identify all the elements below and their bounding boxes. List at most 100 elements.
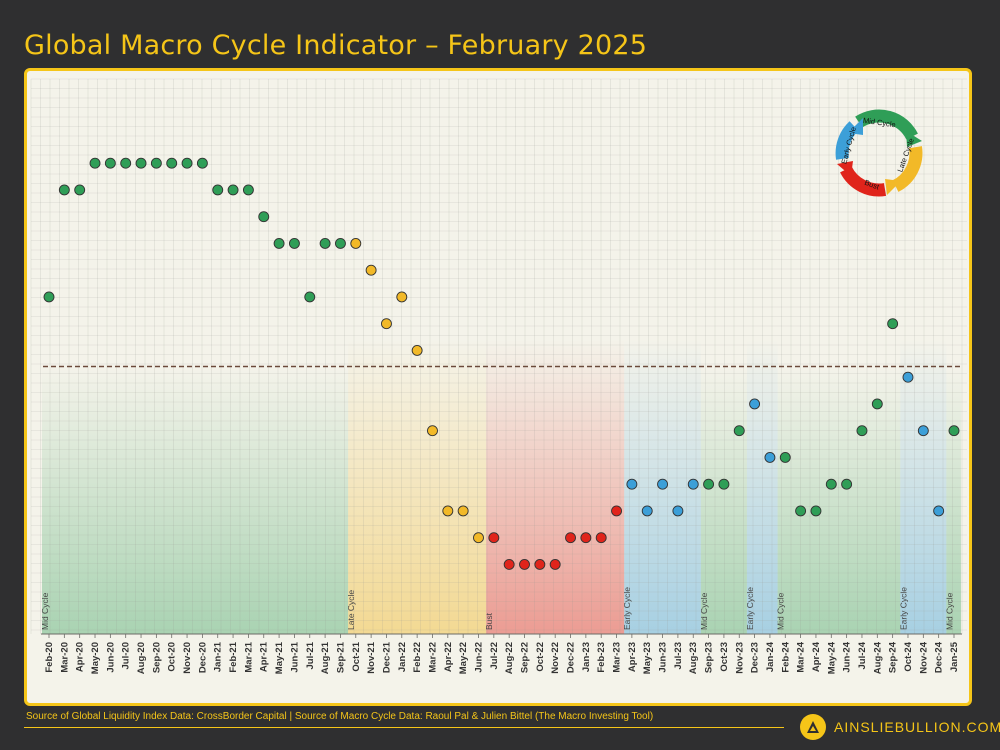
x-tick-label: Oct-23: [719, 642, 730, 672]
data-point-Jun-22: [473, 532, 484, 544]
data-point-Jul-21: [304, 291, 316, 303]
x-tick-label: Dec-24: [934, 641, 945, 673]
x-tick-label: Sep-20: [151, 642, 162, 673]
phase-band-early: [900, 339, 947, 634]
x-tick-label: Jan-25: [949, 641, 960, 672]
data-point-Mar-21: [242, 184, 254, 196]
phase-band-label: Early Cycle: [745, 587, 755, 630]
data-point-Dec-22: [565, 532, 576, 544]
phase-band-label: Late Cycle: [346, 590, 356, 630]
legend-arc-early: [835, 121, 859, 160]
data-point-Jan-21: [212, 184, 224, 196]
data-point-Oct-22: [534, 559, 546, 570]
x-tick-label: Jul-22: [489, 642, 500, 669]
x-tick-label: Aug-22: [504, 642, 515, 674]
data-point-Nov-21: [365, 264, 377, 276]
x-tick-label: Dec-21: [381, 641, 392, 673]
phase-bands: Mid Cycle Late Cycle Bust Early Cycle Mid Cy…: [40, 339, 961, 634]
data-point-Nov-23: [733, 425, 745, 437]
x-tick-label: May-22: [458, 642, 469, 674]
brand-logo-icon: [800, 714, 826, 740]
data-point-Mar-20: [58, 184, 70, 196]
x-tick-label: Jun-22: [473, 642, 484, 673]
data-point-Dec-21: [381, 318, 392, 330]
x-tick-label: Feb-23: [596, 642, 607, 673]
phase-band-late: [348, 339, 487, 634]
brand-url: AINSLIEBULLION.COM.AU: [834, 719, 1000, 735]
x-tick-label: Sep-23: [704, 642, 715, 673]
x-tick-label: Jan-23: [581, 642, 592, 672]
data-point-Jan-23: [580, 532, 592, 544]
x-tick-label: Apr-20: [75, 642, 86, 672]
phase-band-mid: [42, 366, 349, 634]
footer-source: Source of Global Liquidity Index Data: C…: [26, 711, 654, 722]
x-tick-label: Aug-23: [688, 642, 699, 674]
data-point-Mar-23: [611, 505, 622, 517]
data-point-May-20: [89, 157, 101, 169]
data-point-Apr-21: [258, 211, 270, 223]
data-point-Jan-22: [396, 291, 408, 303]
chart-panel: Mid Cycle Late Cycle Bust Early Cycle Mid Cy…: [24, 68, 972, 706]
x-tick-label: Oct-24: [903, 641, 914, 671]
data-point-Sep-22: [519, 559, 530, 570]
x-tick-label: Jun-20: [105, 642, 116, 673]
data-point-Aug-24: [871, 398, 883, 410]
x-tick-label: Mar-23: [612, 642, 623, 673]
phase-band-label: Early Cycle: [898, 587, 908, 630]
x-tick-label: Apr-22: [443, 642, 454, 672]
data-point-Feb-23: [595, 532, 607, 544]
phase-band-label: Mid Cycle: [776, 592, 786, 630]
data-point-May-22: [457, 505, 469, 517]
x-tick-label: May-21: [274, 641, 285, 674]
x-tick-label: Sep-21: [335, 641, 346, 673]
data-point-Dec-24: [933, 505, 945, 517]
data-point-Apr-22: [442, 505, 454, 517]
data-point-Feb-20: [43, 291, 55, 303]
x-tick-label: Jun-24: [842, 641, 853, 672]
phase-band-mid: [700, 366, 747, 634]
data-point-Oct-20: [166, 157, 178, 169]
data-point-Jul-20: [120, 157, 132, 169]
phase-band-early: [746, 339, 778, 634]
legend-arc-mid: [855, 109, 918, 140]
x-tick-label: Jul-20: [121, 642, 132, 669]
data-point-Nov-20: [181, 157, 193, 169]
page-title: Global Macro Cycle Indicator – February …: [24, 30, 648, 61]
data-point-Oct-23: [718, 478, 730, 490]
data-point-Jan-24: [764, 452, 776, 463]
x-tick-label: May-20: [90, 642, 101, 674]
x-tick-label: May-23: [642, 642, 653, 674]
x-tick-label: Feb-20: [44, 642, 55, 673]
x-tick-label: Dec-22: [566, 642, 577, 673]
grid: [30, 78, 967, 635]
data-point-Sep-21: [334, 237, 346, 249]
data-point-Apr-20: [74, 184, 86, 196]
data-point-Dec-23: [749, 398, 761, 410]
x-tick-label: Jan-22: [397, 642, 408, 672]
data-point-Sep-24: [887, 318, 899, 330]
x-tick-label: Feb-21: [228, 641, 239, 672]
x-tick-label: Nov-23: [734, 642, 745, 674]
data-point-May-24: [825, 478, 837, 490]
x-tick-label: Oct-22: [535, 642, 546, 672]
x-tick-label: Jul-21: [305, 641, 316, 669]
legend-arrow-mid: [906, 131, 922, 147]
data-points: [43, 157, 960, 570]
x-tick-label: Aug-24: [872, 641, 883, 674]
phase-band-label: Bust: [484, 612, 494, 630]
x-tick-label: Nov-24: [918, 641, 929, 673]
legend-arrow-early: [848, 118, 863, 135]
x-tick-label: Feb-22: [412, 642, 423, 673]
data-point-Aug-20: [135, 157, 147, 169]
x-tick-label: Aug-21: [320, 641, 331, 674]
data-point-Mar-22: [427, 425, 438, 437]
phase-band-label: Mid Cycle: [944, 592, 954, 630]
x-tick-label: Jun-23: [658, 642, 669, 673]
data-point-May-23: [641, 505, 653, 517]
x-tick-label: Dec-23: [750, 642, 761, 673]
legend-arrow-late: [885, 179, 901, 195]
brand[interactable]: AINSLIEBULLION.COM.AU: [800, 714, 1000, 740]
data-point-Feb-22: [411, 345, 423, 356]
x-tick-label: Jan-21: [213, 641, 224, 672]
phase-band-label: Mid Cycle: [40, 592, 50, 630]
